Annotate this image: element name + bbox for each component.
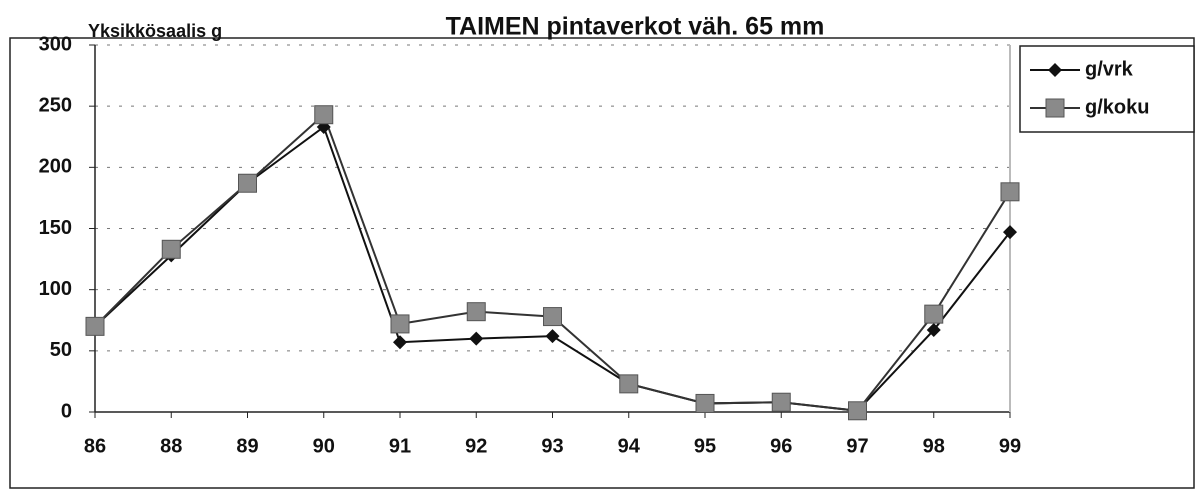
marker xyxy=(238,173,257,193)
y-tick-label: 200 xyxy=(39,156,72,178)
marker xyxy=(848,401,867,421)
y-tick-label: 250 xyxy=(39,94,72,116)
marker xyxy=(771,392,791,412)
marker xyxy=(1048,63,1062,77)
legend-label: g/koku xyxy=(1085,96,1149,118)
x-tick-label: 88 xyxy=(160,435,182,457)
marker xyxy=(924,304,944,324)
y-tick-label: 50 xyxy=(50,339,72,361)
series-line xyxy=(94,125,1011,412)
marker xyxy=(393,335,407,350)
legend-box xyxy=(1019,45,1195,133)
x-tick-label: 95 xyxy=(694,435,716,457)
marker xyxy=(1003,225,1017,240)
x-tick-label: 86 xyxy=(84,435,106,457)
marker xyxy=(466,302,486,322)
marker xyxy=(1045,98,1065,118)
x-tick-label: 89 xyxy=(236,435,258,457)
marker xyxy=(926,323,941,338)
x-tick-label: 99 xyxy=(999,435,1021,457)
x-tick-label: 90 xyxy=(313,435,335,457)
y-axis-label: Yksikkösaalis g xyxy=(88,21,222,41)
x-tick-label: 96 xyxy=(770,435,792,457)
marker xyxy=(469,331,484,346)
x-tick-label: 97 xyxy=(846,435,868,457)
chart-frame xyxy=(9,37,1195,489)
marker xyxy=(314,105,334,125)
y-tick-label: 150 xyxy=(39,217,72,239)
marker xyxy=(161,239,181,259)
y-tick-label: 100 xyxy=(39,278,72,300)
x-tick-label: 98 xyxy=(923,435,945,457)
marker xyxy=(545,329,560,344)
marker xyxy=(390,314,410,334)
marker xyxy=(85,316,105,336)
marker xyxy=(619,374,639,394)
x-tick-label: 93 xyxy=(541,435,563,457)
x-tick-label: 94 xyxy=(618,435,641,457)
y-tick-label: 0 xyxy=(61,400,72,422)
legend-label: g/vrk xyxy=(1085,58,1134,80)
y-tick-label: 300 xyxy=(39,33,72,55)
marker xyxy=(543,307,562,327)
series-line xyxy=(94,112,1011,412)
marker xyxy=(695,393,715,413)
marker xyxy=(1000,182,1020,202)
chart-title: TAIMEN pintaverkot väh. 65 mm xyxy=(446,13,825,41)
x-tick-label: 91 xyxy=(389,435,411,457)
x-tick-label: 92 xyxy=(465,435,487,457)
